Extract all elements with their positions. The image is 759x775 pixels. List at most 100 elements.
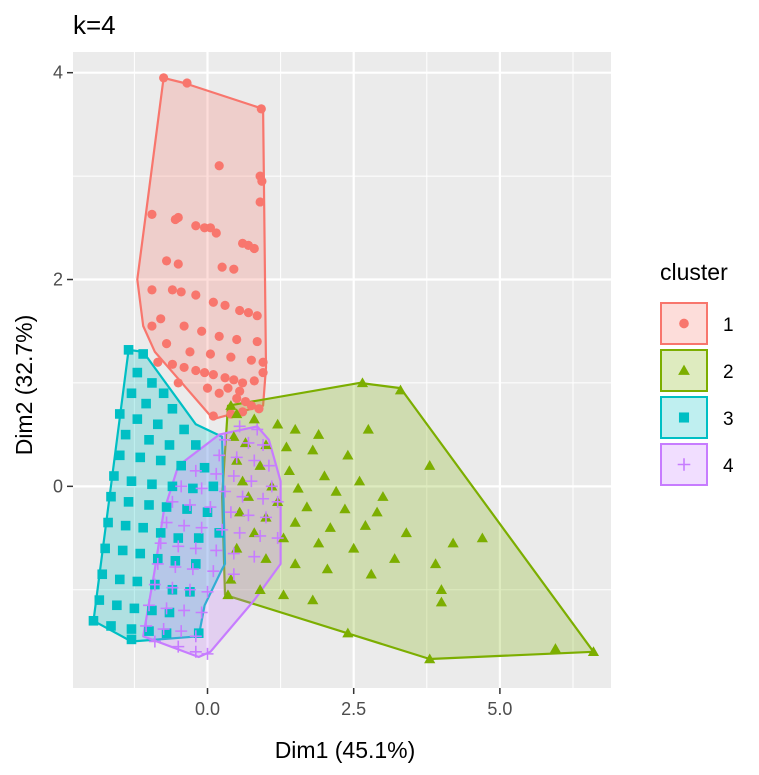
cluster-2-point [424, 653, 436, 664]
cluster-3-point [126, 634, 137, 645]
cluster-3-point [167, 481, 178, 492]
cluster-1-point [153, 357, 163, 367]
cluster-2-point [476, 532, 488, 543]
cluster-4-point [257, 438, 270, 451]
cluster-4-point [216, 523, 229, 536]
cluster-3-point [173, 533, 184, 543]
cluster-3-point [176, 460, 186, 471]
x-axis: 0.0 2.5 5.0 [195, 688, 512, 719]
cluster-1-point [161, 339, 172, 349]
cluster-1-point [214, 161, 224, 171]
cluster-4-point [224, 506, 237, 519]
chart-title: k=4 [73, 10, 116, 40]
cluster-2-point [301, 501, 313, 512]
cluster-1-point [182, 78, 192, 88]
cluster-1-point [173, 378, 183, 388]
cluster-4-point [213, 449, 226, 462]
cluster-2-point [356, 377, 369, 388]
x-axis-title: Dim1 (45.1%) [275, 737, 416, 763]
cluster-4-point [157, 623, 170, 636]
cluster-1-point [246, 355, 256, 365]
cluster-1-point [249, 243, 259, 254]
cluster-4-point [154, 537, 167, 550]
cluster-1-point [246, 401, 256, 411]
cluster-2-point [248, 527, 260, 538]
cluster-4-point [183, 583, 196, 596]
cluster-2-point [587, 646, 600, 657]
cluster-1-point [217, 262, 227, 272]
cluster-4-point [248, 454, 261, 467]
x-tick-label: 2.5 [341, 699, 366, 719]
cluster-1-point [229, 375, 239, 385]
cluster-2-point [330, 485, 342, 496]
cluster-4-point [140, 619, 153, 632]
grid-minor [73, 52, 611, 688]
cluster-2-point [313, 537, 325, 548]
cluster-2-point [228, 431, 240, 441]
cluster-1-point [258, 367, 268, 378]
cluster-1-point [252, 311, 262, 321]
cluster-4-point [195, 482, 208, 495]
cluster-3-point [117, 545, 128, 556]
cluster-1-point [232, 393, 242, 404]
cluster-4-point [172, 540, 185, 553]
cluster-4-point [143, 599, 156, 612]
cluster-4-point [210, 544, 223, 557]
cluster-3-point [193, 533, 204, 543]
legend-marker-3 [678, 412, 690, 423]
cluster-2-point [549, 643, 562, 653]
cluster-3-point [170, 556, 181, 566]
cluster-2-point [289, 423, 301, 434]
cluster-4-point [201, 585, 214, 598]
cluster-4-point [265, 480, 278, 493]
cluster-3-point [120, 520, 131, 531]
cluster-1-point [170, 214, 180, 225]
cluster-3-point [193, 628, 204, 638]
cluster-1-point [167, 359, 178, 369]
cluster-3-point [94, 595, 105, 605]
cluster-1-point [243, 308, 254, 318]
cluster-1-point [156, 314, 166, 324]
cluster-1-point [257, 176, 267, 186]
cluster-2-point [424, 460, 436, 470]
cluster-4-point [166, 581, 179, 594]
cluster-3-point [135, 548, 146, 559]
cluster-4-point [207, 565, 220, 578]
cluster-3-point [112, 600, 122, 611]
cluster-4-point [175, 625, 188, 638]
cluster-2-point [435, 596, 448, 607]
cluster-1-point [202, 383, 213, 393]
cluster-1-point [254, 404, 264, 414]
cluster-2-point [362, 423, 374, 434]
cluster-3-point [147, 605, 157, 616]
cluster-2-point [313, 429, 325, 439]
cluster-3-point [126, 624, 137, 634]
cluster-4-point [172, 640, 185, 653]
cluster-3-point [188, 483, 198, 494]
cluster-2-point [236, 475, 249, 486]
cluster-4-point [186, 563, 199, 576]
cluster-3-point [161, 628, 172, 638]
cluster-1-point [147, 321, 157, 331]
cluster-4-point [195, 521, 208, 534]
cluster-3-point [132, 576, 143, 587]
cluster-1-point [220, 373, 230, 383]
cluster-3-point [120, 429, 131, 440]
cluster-3-point [179, 424, 189, 435]
cluster-3-point [106, 621, 116, 631]
cluster-3-point [126, 388, 137, 399]
cluster-3-point [106, 491, 116, 502]
cluster-2-point [400, 527, 412, 538]
cluster-1-point [256, 104, 266, 114]
cluster-3-point [129, 603, 140, 614]
cluster-2-point [307, 444, 319, 455]
cluster-2-point [359, 520, 371, 530]
cluster-4-point [227, 470, 240, 482]
legend-marker-4 [677, 458, 691, 471]
cluster-2-point [231, 408, 243, 419]
cluster-2-point [289, 516, 301, 527]
cluster-4-point [242, 509, 255, 522]
cluster-4-point [271, 532, 284, 545]
cluster-2-point [292, 482, 304, 493]
